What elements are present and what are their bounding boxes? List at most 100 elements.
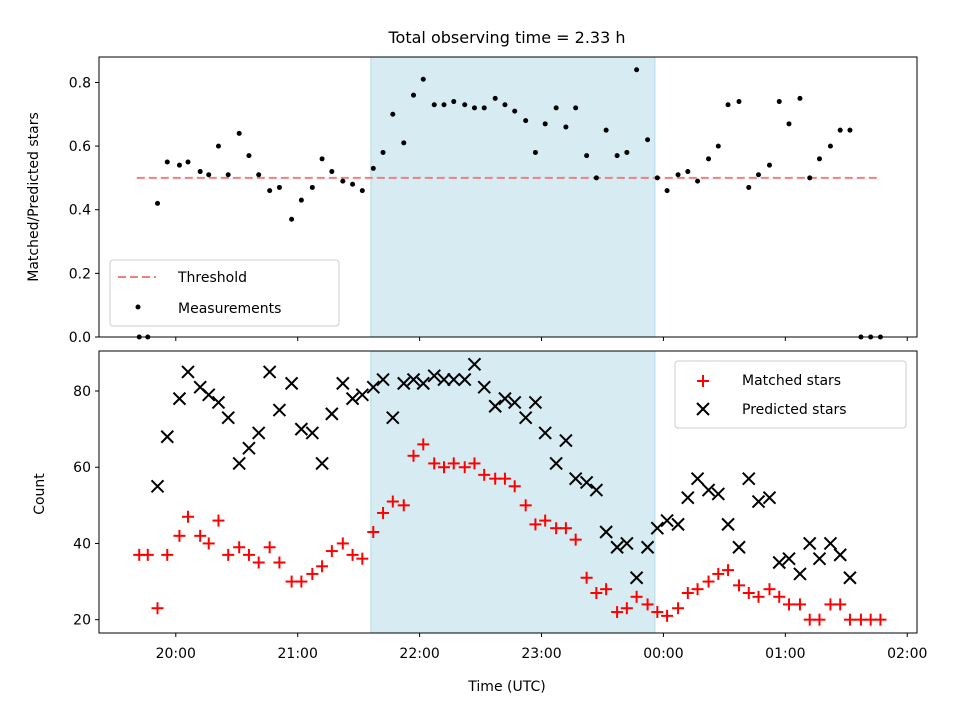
- matched-stars-point: [458, 461, 471, 474]
- measurement-point: [746, 184, 752, 190]
- legend-measurements-swatch: [135, 304, 141, 310]
- measurement-point: [215, 143, 221, 149]
- matched-stars-point: [681, 586, 694, 599]
- matched-stars-point: [630, 590, 643, 603]
- figure-title: Total observing time = 2.33 h: [387, 28, 625, 47]
- matched-stars-point: [252, 556, 265, 569]
- xtick-label: 21:00: [278, 646, 318, 662]
- measurement-point: [492, 95, 498, 101]
- ytick-label: 40: [73, 536, 91, 552]
- matched-stars-point: [590, 586, 603, 599]
- legend-predicted-label: Predicted stars: [742, 402, 847, 418]
- ytick-label: 20: [73, 613, 91, 629]
- predicted-stars-point: [262, 365, 277, 379]
- matched-stars-point: [843, 613, 856, 626]
- legend-matched-label: Matched stars: [742, 373, 841, 389]
- measurement-point: [155, 200, 161, 206]
- predicted-stars-point: [242, 441, 256, 455]
- xtick-label: 02:00: [887, 646, 927, 662]
- matched-stars-point: [397, 499, 410, 512]
- predicted-stars-point: [762, 491, 777, 505]
- bottom-ylabel: Count: [32, 473, 48, 515]
- measurement-point: [614, 153, 620, 159]
- xtick-label: 22:00: [399, 646, 439, 662]
- bottom-xticks: 20:00 21:00 22:00 23:00 00:00 01:00 02:00: [156, 633, 927, 662]
- matched-stars-point: [295, 575, 308, 588]
- measurement-point: [553, 105, 559, 111]
- measurement-point: [563, 124, 569, 130]
- measurement-point: [603, 127, 609, 133]
- predicted-stars-point: [488, 399, 502, 413]
- matched-stars-point: [691, 583, 704, 596]
- matched-stars-point: [600, 583, 613, 596]
- ytick-label: 60: [73, 460, 91, 476]
- matched-stars-point: [813, 613, 826, 626]
- measurement-point: [481, 105, 487, 111]
- measurement-point: [289, 216, 295, 222]
- predicted-stars-point: [711, 487, 725, 501]
- measurement-point: [512, 108, 518, 114]
- predicted-stars-point: [477, 380, 491, 394]
- bottom-legend-box: [674, 360, 907, 429]
- xtick-label: 00:00: [643, 646, 683, 662]
- legend-measurements-label: Measurements: [178, 301, 281, 317]
- predicted-stars-point: [751, 494, 766, 509]
- measurement-point: [176, 162, 182, 168]
- matched-stars-point: [712, 567, 725, 580]
- predicted-stars-point: [397, 376, 411, 391]
- predicted-stars-point: [294, 422, 309, 436]
- matched-stars-point: [367, 526, 380, 539]
- top-ylabel: Matched/Predicted stars: [26, 112, 42, 282]
- predicted-stars-point: [427, 369, 441, 383]
- predicted-stars-point: [772, 555, 786, 570]
- top-xticks: [175, 337, 908, 341]
- matched-stars-point: [580, 571, 593, 584]
- measurement-point: [164, 159, 170, 165]
- predicted-stars-point: [376, 372, 390, 387]
- measurement-point: [276, 184, 282, 190]
- matched-stars-point: [417, 438, 430, 451]
- measurement-point: [298, 197, 304, 203]
- measurement-point: [542, 121, 548, 127]
- measurement-point: [471, 105, 477, 111]
- measurement-point: [267, 188, 273, 194]
- measurement-point: [236, 130, 242, 136]
- predicted-stars-point: [793, 567, 807, 581]
- measurement-point: [206, 172, 212, 178]
- top-legend: Threshold Measurements: [109, 259, 340, 327]
- predicted-stars-point: [336, 376, 350, 391]
- predicted-stars-point: [507, 395, 522, 410]
- measurement-point: [766, 162, 772, 168]
- top-axes-frame: [98, 56, 918, 338]
- predicted-stars-point: [416, 376, 430, 391]
- predicted-stars-point: [221, 410, 235, 425]
- predicted-stars-point: [782, 551, 796, 566]
- bottom-panel: 20 40 60 80 20:00 21:00 22:00 23:00 00:00 01:00 0…: [32, 350, 927, 695]
- measurement-point: [350, 181, 356, 187]
- matched-stars-point: [569, 533, 582, 546]
- matched-stars-point: [447, 457, 460, 470]
- predicted-stars-point: [528, 395, 543, 410]
- matched-stars-point: [212, 514, 225, 527]
- matched-stars-point: [722, 564, 735, 577]
- ytick-label: 80: [73, 384, 91, 400]
- matched-stars-point: [498, 472, 511, 485]
- predicted-stars-point: [355, 388, 370, 402]
- measurement-point: [634, 67, 640, 73]
- predicted-stars-point: [650, 521, 665, 535]
- bottom-shaded-span: [370, 350, 656, 634]
- predicted-stars-point: [671, 517, 685, 532]
- predicted-stars-point: [620, 536, 634, 551]
- measurement-point: [847, 127, 853, 133]
- measurement-point: [715, 143, 721, 149]
- predicted-stars-point: [437, 372, 451, 387]
- predicted-stars-point: [447, 372, 461, 387]
- predicted-stars-point: [345, 391, 360, 406]
- matched-stars-point: [202, 537, 215, 550]
- matched-stars-point: [529, 518, 542, 531]
- bottom-marks: [133, 357, 887, 626]
- measurement-point: [329, 169, 335, 175]
- predicted-stars-point: [325, 407, 339, 421]
- bottom-yticks: 20 40 60 80: [73, 384, 99, 629]
